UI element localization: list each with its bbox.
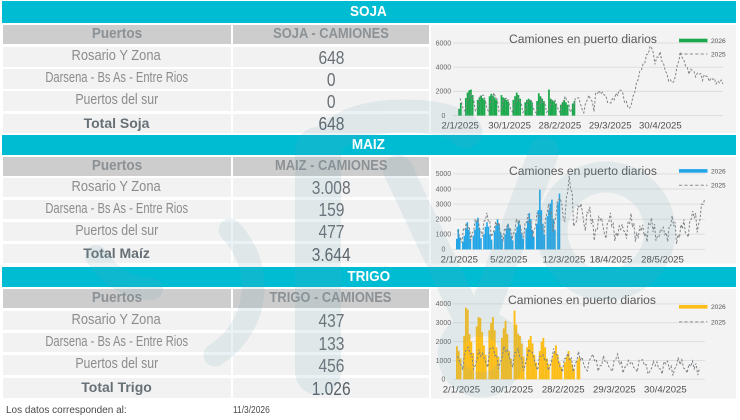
svg-text:2025: 2025 — [711, 183, 726, 190]
svg-text:2/1/2025: 2/1/2025 — [442, 121, 479, 132]
svg-text:3000: 3000 — [436, 320, 452, 327]
svg-text:2000: 2000 — [436, 89, 452, 96]
svg-text:29/3/2025: 29/3/2025 — [589, 121, 632, 132]
svg-text:0: 0 — [441, 377, 445, 384]
svg-text:2025: 2025 — [711, 319, 726, 326]
svg-text:3000: 3000 — [436, 201, 452, 208]
svg-text:2000: 2000 — [436, 339, 452, 346]
svg-text:30/4/2025: 30/4/2025 — [644, 384, 687, 395]
svg-text:5/2/2025: 5/2/2025 — [490, 255, 527, 264]
svg-text:Camiones en puerto diarios: Camiones en puerto diarios — [508, 293, 656, 307]
svg-text:30/1/2025: 30/1/2025 — [488, 121, 531, 132]
svg-text:Camiones en puerto diarios: Camiones en puerto diarios — [509, 32, 657, 46]
svg-text:29/3/2025: 29/3/2025 — [593, 384, 636, 395]
svg-text:6000: 6000 — [436, 40, 452, 47]
svg-text:2/1/2025: 2/1/2025 — [443, 384, 480, 395]
svg-text:4000: 4000 — [436, 65, 452, 72]
svg-text:4000: 4000 — [436, 186, 452, 193]
svg-text:28/2/2025: 28/2/2025 — [539, 121, 582, 132]
svg-text:1000: 1000 — [436, 232, 452, 239]
svg-text:2026: 2026 — [711, 38, 726, 45]
svg-text:1000: 1000 — [436, 358, 452, 365]
svg-text:0: 0 — [441, 247, 445, 254]
svg-text:30/1/2025: 30/1/2025 — [490, 384, 533, 395]
svg-text:5000: 5000 — [436, 171, 452, 178]
svg-text:12/3/2025: 12/3/2025 — [543, 255, 586, 264]
svg-text:30/4/2025: 30/4/2025 — [639, 121, 682, 132]
svg-text:2026: 2026 — [711, 304, 726, 311]
svg-text:28/2/2025: 28/2/2025 — [542, 384, 585, 395]
svg-text:2025: 2025 — [711, 51, 726, 58]
svg-text:18/4/2025: 18/4/2025 — [590, 255, 633, 264]
svg-text:2026: 2026 — [711, 168, 726, 175]
svg-text:2000: 2000 — [436, 217, 452, 224]
svg-text:0: 0 — [441, 113, 445, 120]
svg-text:4000: 4000 — [436, 301, 452, 308]
svg-text:2/1/2025: 2/1/2025 — [441, 255, 478, 264]
svg-text:Camiones en puerto diarios: Camiones en puerto diarios — [509, 164, 657, 178]
svg-text:28/5/2025: 28/5/2025 — [641, 255, 684, 264]
